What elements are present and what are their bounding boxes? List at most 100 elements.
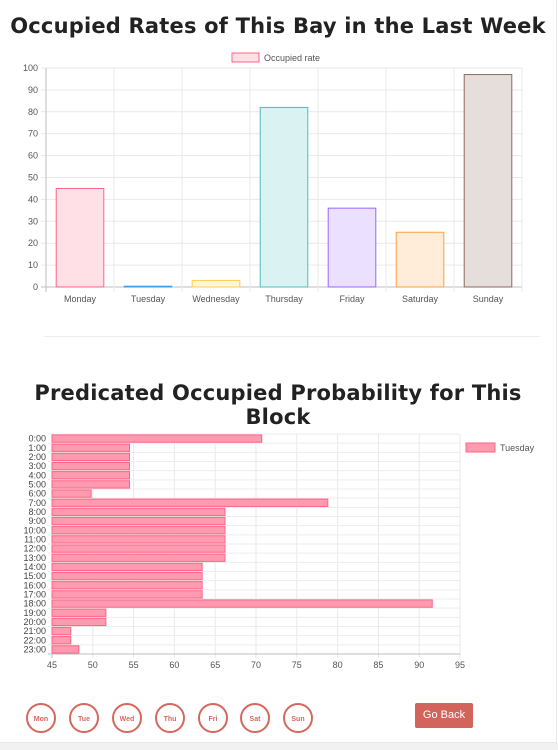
bar-hour-13 [51,553,226,562]
y-tick-label: 16:00 [23,580,46,590]
y-tick-label: 19:00 [23,608,46,618]
bar-hour-11 [51,535,226,544]
y-tick-label: 11:00 [24,534,46,544]
legend-swatch [465,442,496,453]
y-tick-label: 17:00 [23,589,46,599]
bar-hour-20 [51,617,107,627]
hourly-probability-chart: 45 50 55 60 65 70 75 80 85 90 95 0:001:002:003:004:… [23,433,535,670]
y-tick-label: 14:00 [23,562,46,572]
bar-hour-18 [51,599,433,608]
x-tick-label: 85 [373,660,383,670]
weekly-chart-title: Occupied Rates of This Bay in the Last W… [10,14,546,38]
y-tick-label: 0 [33,282,38,292]
x-tick-label: 95 [455,660,465,670]
bar-saturday [395,231,445,288]
y-tick-label: 50 [28,173,38,183]
y-tick-label: 0:00 [28,434,46,444]
bar-hour-6 [51,489,92,498]
x-tick-label: Wednesday [192,294,240,304]
bar-hour-8 [51,507,226,517]
bar-friday [327,207,377,288]
bar-hour-5 [51,480,131,489]
bar-hour-16 [51,581,203,590]
y-tick-label: 6:00 [28,489,46,499]
y-tick-label: 90 [28,85,38,95]
bar-hour-15 [51,571,203,581]
day-button-fri[interactable]: Fri [198,703,228,733]
y-tick-label: 5:00 [28,479,46,489]
x-tick-label: 60 [169,660,179,670]
bar-hour-22 [51,636,72,645]
y-tick-label: 1:00 [28,443,46,453]
bar-hour-3 [51,461,131,471]
y-tick-label: 2:00 [28,452,46,462]
bar-hour-1 [51,443,131,452]
day-button-mon[interactable]: Mon [26,703,56,733]
x-tick-label: Monday [64,294,97,304]
y-tick-label: 23:00 [23,644,46,654]
day-button-tue[interactable]: Tue [69,703,99,733]
bar-hour-2 [51,452,131,462]
y-tick-label: 15:00 [23,571,46,581]
bar-hour-21 [51,626,72,636]
y-tick-label: 70 [28,129,38,139]
legend-label: Occupied rate [264,53,320,63]
legend-swatch [231,52,260,63]
bottom-strip [0,743,558,750]
y-tick-label: 100 [23,63,38,73]
x-tick-label: 80 [333,660,343,670]
bar-hour-9 [51,516,226,526]
x-tick-label: Thursday [265,294,303,304]
section-divider [44,336,540,337]
y-tick-label: 60 [28,151,38,161]
bar-hour-12 [51,544,226,553]
y-tick-label: 7:00 [28,498,46,508]
go-back-button[interactable]: Go Back [415,703,473,728]
y-tick-label: 21:00 [23,626,46,636]
x-tick-label: 70 [251,660,261,670]
y-tick-label: 22:00 [23,635,46,645]
y-tick-label: 40 [28,194,38,204]
x-tick-label: 50 [88,660,98,670]
day-button-thu[interactable]: Thu [155,703,185,733]
x-tick-label: Tuesday [131,294,166,304]
bar-thursday [259,106,309,288]
day-button-wed[interactable]: Wed [112,703,142,733]
bar-monday [55,187,105,288]
y-tick-label: 4:00 [28,470,46,480]
bar-hour-0 [51,434,263,443]
y-tick-label: 18:00 [23,599,46,609]
y-tick-label: 12:00 [23,544,46,554]
bar-tuesday [123,285,173,288]
bar-wednesday [191,279,241,288]
x-tick-label: 55 [129,660,139,670]
bar-hour-23 [51,645,80,654]
y-tick-label: 30 [28,216,38,226]
y-tick-label: 13:00 [23,553,46,563]
day-button-sun[interactable]: Sun [283,703,313,733]
y-tick-label: 20 [28,238,38,248]
legend-label: Tuesday [500,443,535,453]
y-tick-label: 80 [28,107,38,117]
x-tick-label: 90 [414,660,424,670]
weekly-occupancy-chart: Occupied rate 0 10 20 30 40 50 60 70 80 90 100 Monda… [23,52,523,304]
bar-hour-17 [51,590,203,599]
bar-sunday [463,74,513,288]
day-button-sat[interactable]: Sat [240,703,270,733]
hourly-chart-title: Predicated Occupied Probability for This… [34,381,522,429]
bar-hour-14 [51,562,203,572]
y-tick-label: 3:00 [28,461,46,471]
x-tick-label: 45 [47,660,57,670]
x-tick-label: Sunday [473,294,504,304]
x-tick-label: Saturday [402,294,439,304]
bar-hour-4 [51,471,131,480]
bar-hour-7 [51,498,329,507]
x-tick-label: 75 [292,660,302,670]
x-tick-label: 65 [210,660,220,670]
bar-hour-10 [51,526,226,535]
bar-hour-19 [51,608,107,617]
y-tick-label: 10 [28,260,38,270]
y-tick-label: 8:00 [28,507,46,517]
y-tick-label: 20:00 [23,617,46,627]
y-tick-label: 9:00 [28,516,46,526]
